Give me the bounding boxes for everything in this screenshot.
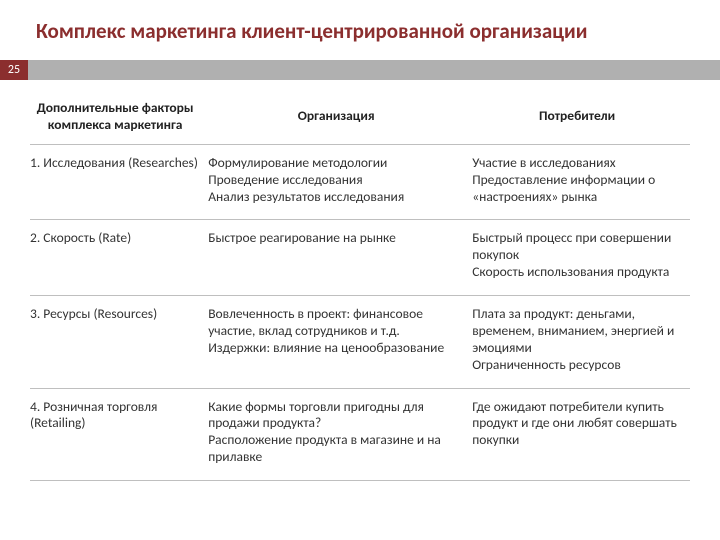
col-header-org: Организация <box>208 90 472 144</box>
cell-org: Формулирование методологииПроведение исс… <box>208 144 472 220</box>
cell-consumer: Быстрый процесс при совершении покупокСк… <box>472 220 690 296</box>
cell-factor: 2. Скорость (Rate) <box>30 220 208 296</box>
cell-factor: 3. Ресурсы (Resources) <box>30 296 208 389</box>
table-row: 4. Розничная торговля (Retailing) Какие … <box>30 388 690 481</box>
content-table: Дополнительные факторы комплекса маркети… <box>30 90 690 481</box>
cell-factor: 1. Исследования (Researches) <box>30 144 208 220</box>
table-row: 3. Ресурсы (Resources) Вовлеченность в п… <box>30 296 690 389</box>
cell-org: Быстрое реагирование на рынке <box>208 220 472 296</box>
page-number: 25 <box>0 60 28 80</box>
page-bar: 25 <box>0 60 720 80</box>
table-row: 2. Скорость (Rate) Быстрое реагирование … <box>30 220 690 296</box>
slide: Комплекс маркетинга клиент-центрированно… <box>0 0 720 540</box>
cell-consumer: Участие в исследованияхПредоставление ин… <box>472 144 690 220</box>
col-header-consumer: Потребители <box>472 90 690 144</box>
table-row: 1. Исследования (Researches) Формулирова… <box>30 144 690 220</box>
col-header-factor: Дополнительные факторы комплекса маркети… <box>30 90 208 144</box>
cell-consumer: Где ожидают потребители купить продукт и… <box>472 388 690 481</box>
slide-title: Комплекс маркетинга клиент-центрированно… <box>30 18 690 44</box>
cell-consumer: Плата за продукт: деньгами, временем, вн… <box>472 296 690 389</box>
cell-factor: 4. Розничная торговля (Retailing) <box>30 388 208 481</box>
cell-org: Вовлеченность в проект: финансовое участ… <box>208 296 472 389</box>
cell-org: Какие формы торговли пригодны для продаж… <box>208 388 472 481</box>
table-header-row: Дополнительные факторы комплекса маркети… <box>30 90 690 144</box>
